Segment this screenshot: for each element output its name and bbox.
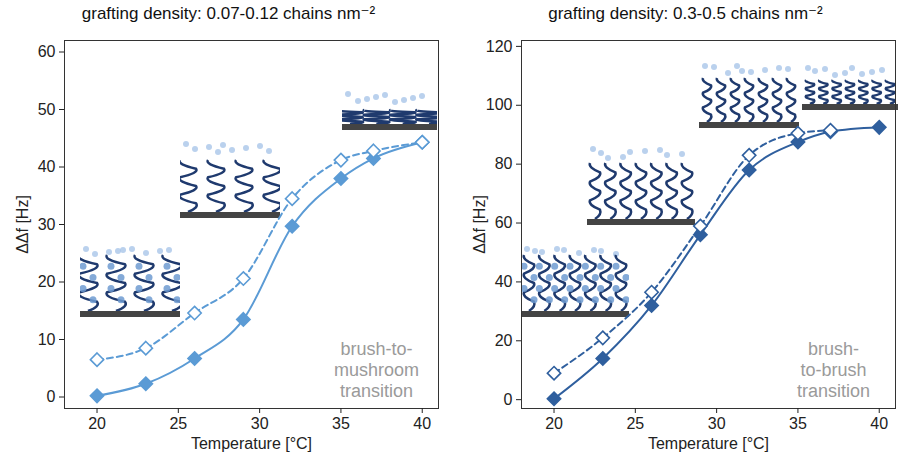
svg-text:40: 40: [495, 273, 513, 290]
svg-text:40: 40: [38, 158, 56, 175]
svg-text:10: 10: [38, 331, 56, 348]
svg-text:0: 0: [47, 388, 56, 405]
svg-text:20: 20: [495, 332, 513, 349]
svg-text:60: 60: [495, 214, 513, 231]
svg-text:brush-to-mushroomtransition: brush-to-mushroomtransition: [334, 339, 419, 400]
html-text:grafting density: 0.3-0.5 chai: grafting density: 0.3-0.5 chains nm⁻²: [548, 4, 823, 23]
svg-text:40: 40: [413, 415, 431, 432]
svg-text:50: 50: [38, 101, 56, 118]
svg-text:25: 25: [169, 415, 187, 432]
svg-text:20: 20: [88, 415, 106, 432]
svg-text:20: 20: [38, 273, 56, 290]
svg-text:30: 30: [708, 415, 726, 432]
svg-text:40: 40: [870, 415, 888, 432]
svg-text:35: 35: [332, 415, 350, 432]
svg-text:ΔΔf [Hz]: ΔΔf [Hz]: [471, 195, 488, 254]
svg-text:brush-to-brushtransition: brush-to-brushtransition: [797, 339, 870, 400]
svg-text:30: 30: [251, 415, 269, 432]
svg-text:30: 30: [38, 216, 56, 233]
svg-text:ΔΔf [Hz]: ΔΔf [Hz]: [14, 195, 31, 254]
svg-text:Temperature [°C]: Temperature [°C]: [191, 435, 312, 452]
svg-text:80: 80: [495, 155, 513, 172]
svg-text:Temperature [°C]: Temperature [°C]: [648, 435, 769, 452]
html-text:grafting density: 0.07-0.12 ch: grafting density: 0.07-0.12 chains nm⁻²: [81, 4, 376, 23]
svg-text:120: 120: [486, 38, 513, 55]
svg-text:35: 35: [789, 415, 807, 432]
svg-text:25: 25: [626, 415, 644, 432]
svg-text:100: 100: [486, 96, 513, 113]
svg-text:0: 0: [504, 391, 513, 408]
svg-text:60: 60: [38, 43, 56, 60]
svg-text:20: 20: [545, 415, 563, 432]
